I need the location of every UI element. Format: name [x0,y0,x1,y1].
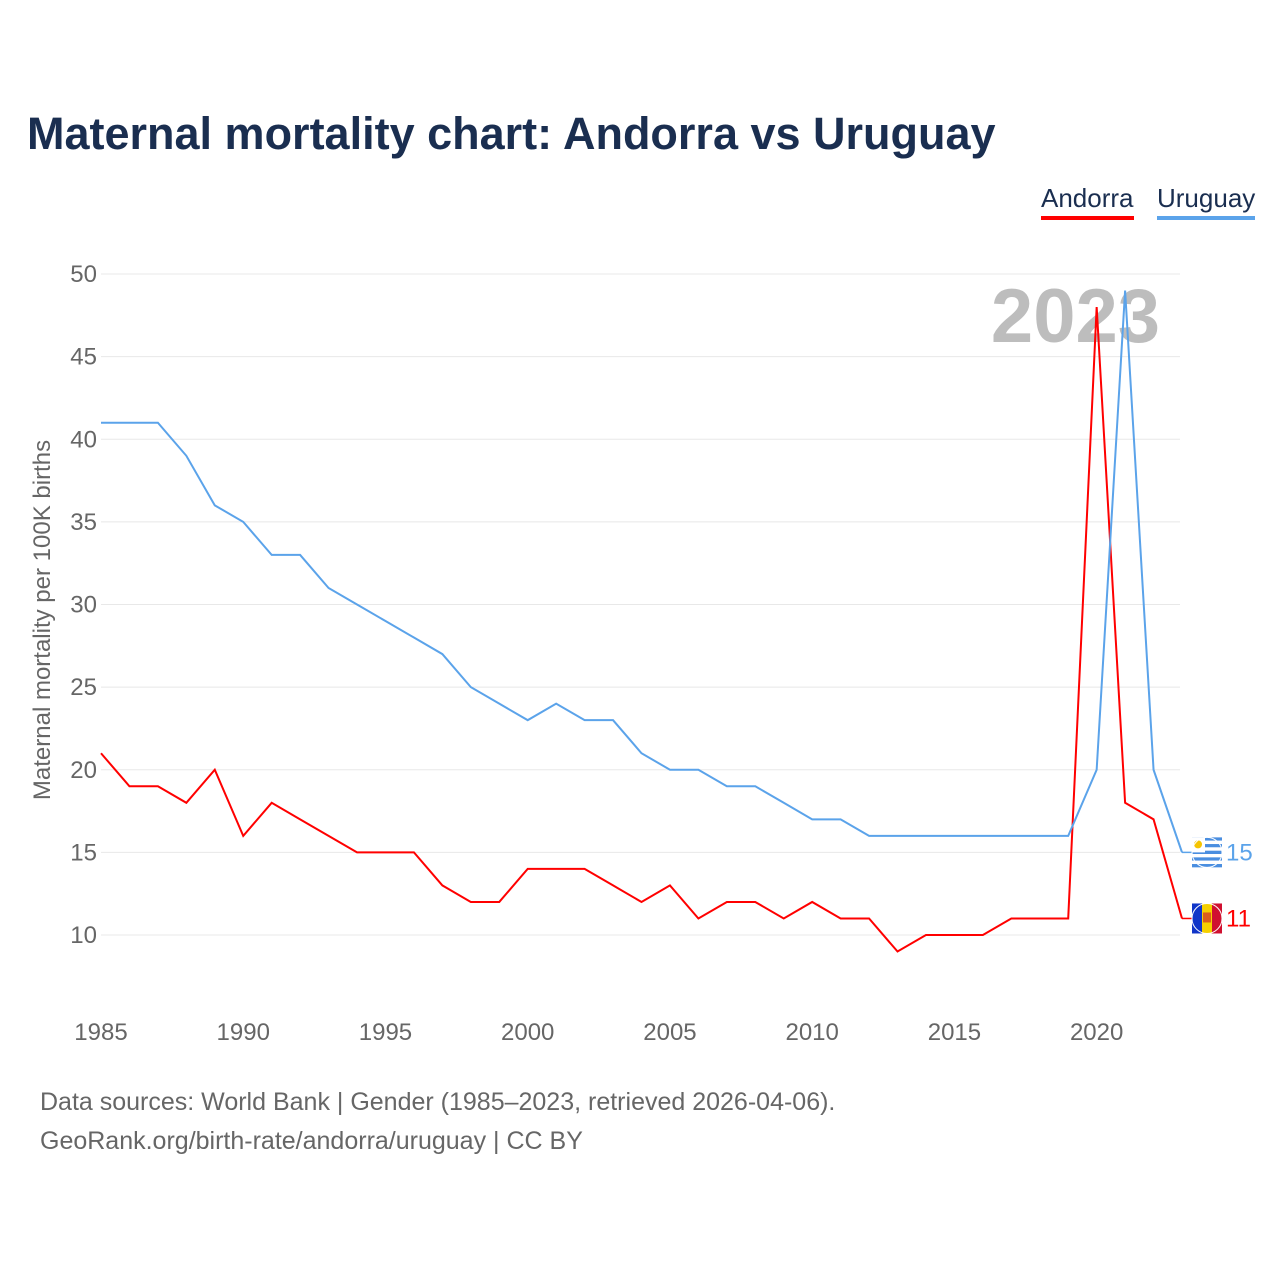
series-line-uruguay[interactable] [101,290,1183,853]
end-value-label: 15 [1226,839,1253,866]
y-tick-label: 15 [70,839,97,866]
y-tick-label: 35 [70,509,97,536]
x-tick-label: 1990 [217,1019,270,1046]
x-tick-label: 2020 [1070,1019,1123,1046]
source-text: Data sources: World Bank | Gender (1985–… [40,1088,836,1116]
year-annotation: 2023 [991,274,1160,359]
y-tick-label: 50 [70,261,97,288]
y-tick-label: 30 [70,592,97,619]
x-tick-label: 1985 [74,1019,127,1046]
y-tick-label: 25 [70,674,97,701]
legend-andorra[interactable]: Andorra [1041,183,1134,220]
y-tick-label: 40 [70,426,97,453]
legend-uruguay[interactable]: Uruguay [1157,183,1256,220]
y-tick-label: 45 [70,344,97,371]
y-axis-label: Maternal mortality per 100K births [29,440,56,800]
uruguay-flag-icon [1191,836,1223,868]
end-value-label: 11 [1226,905,1251,932]
source-link[interactable]: GeoRank.org/birth-rate/andorra/uruguay |… [40,1127,583,1155]
series-line-andorra[interactable] [100,306,1183,953]
x-tick-label: 2005 [643,1019,696,1046]
y-tick-label: 20 [70,757,97,784]
x-tick-label: 1995 [359,1019,412,1046]
chart-title: Maternal mortality chart: Andorra vs Uru… [27,108,996,159]
x-tick-label: 2000 [501,1019,554,1046]
x-tick-label: 2010 [785,1019,838,1046]
y-tick-label: 10 [70,922,97,949]
x-tick-label: 2015 [928,1019,981,1046]
andorra-flag-icon [1191,902,1223,934]
